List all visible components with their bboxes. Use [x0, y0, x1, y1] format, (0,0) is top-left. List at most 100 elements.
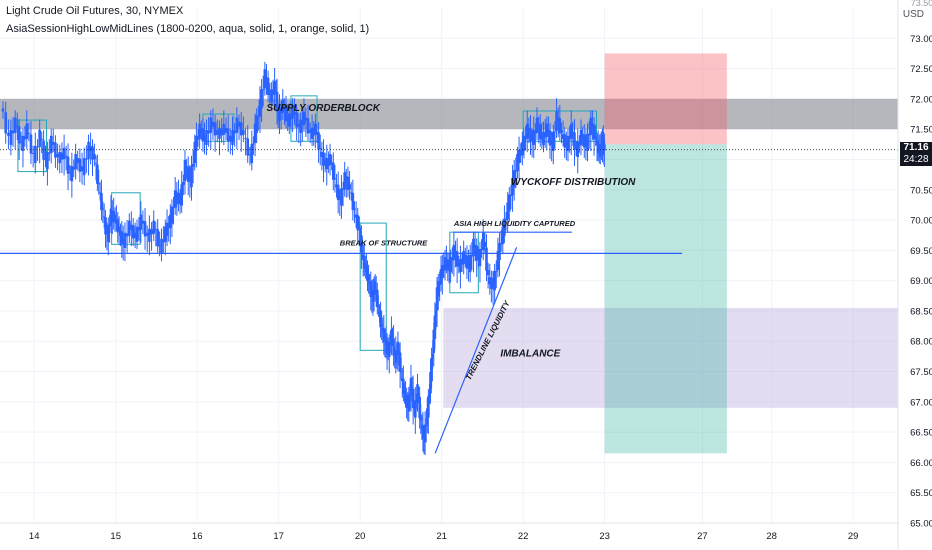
indicator-legend[interactable]: AsiaSessionHighLowMidLines (1800-0200, a…: [6, 23, 370, 35]
time-tick-label: 17: [273, 531, 284, 542]
candle-body: [48, 152, 51, 154]
price-axis[interactable]: 73.0072.5072.0071.5071.0070.5070.0069.50…: [897, 0, 932, 550]
candle-body: [281, 99, 285, 113]
candle-body: [459, 259, 462, 273]
candle-body: [23, 136, 27, 140]
candle-body: [1, 108, 5, 112]
candle-body: [255, 115, 258, 133]
candle-body: [338, 196, 342, 200]
candle-body: [441, 265, 444, 279]
candle-body: [96, 164, 99, 184]
candle-body: [320, 151, 324, 158]
candle-body: [98, 192, 102, 194]
candle-body: [431, 353, 435, 359]
candle-body: [275, 92, 279, 112]
candle-body: [498, 242, 501, 261]
candle-body: [115, 218, 118, 224]
candle-body: [38, 129, 41, 147]
candle-body: [558, 118, 562, 134]
candle-body: [446, 259, 450, 271]
candle-body: [108, 225, 111, 227]
drawn-lines: [0, 149, 898, 454]
candle-body: [397, 350, 401, 352]
candle-body: [553, 131, 557, 133]
candle-body: [582, 134, 586, 148]
candle-body: [130, 224, 133, 230]
candle-body: [383, 335, 387, 341]
candle-body: [565, 141, 568, 147]
candle-body: [246, 138, 250, 156]
candle-body: [409, 378, 413, 396]
time-tick-label: 28: [766, 531, 777, 542]
current-price-tag: 71.16: [900, 142, 932, 154]
candle-body: [478, 248, 482, 267]
candle-body: [485, 247, 488, 271]
time-axis[interactable]: 14 15 16 17 20 21 22 23 27 28 29: [0, 522, 898, 542]
candle-body: [72, 166, 76, 170]
candle-body: [445, 259, 448, 267]
candle-body: [379, 312, 382, 328]
candle-body: [579, 129, 583, 145]
candle-body: [220, 128, 223, 136]
zone-imbalance: [443, 307, 898, 408]
price-tick-label: 67.00: [910, 397, 932, 408]
candle-body: [154, 228, 158, 230]
candle-body: [589, 117, 593, 135]
candle-body: [167, 223, 170, 229]
candle-body: [414, 400, 417, 418]
candle-body: [29, 134, 33, 154]
candle-body: [78, 158, 82, 172]
candle-body: [556, 117, 560, 121]
candle-body: [261, 88, 265, 90]
candle-body: [211, 121, 215, 127]
candle-body: [9, 129, 13, 145]
candle-body: [424, 425, 428, 427]
candle-body: [574, 147, 578, 149]
candle-body: [91, 146, 94, 160]
candle-body: [360, 235, 363, 253]
zone-target: [604, 144, 727, 454]
candle-body: [27, 132, 31, 134]
candle-body: [137, 227, 141, 231]
candle-body: [438, 281, 441, 285]
symbol-title[interactable]: Light Crude Oil Futures, 30, NYMEX: [6, 5, 184, 17]
candle-body: [120, 231, 124, 245]
candle-body: [555, 111, 558, 131]
price-tick-label: 72.00: [910, 94, 932, 105]
candle-body: [257, 116, 260, 118]
candle-body: [273, 81, 276, 95]
candle-body: [343, 172, 346, 190]
candle-body: [224, 127, 228, 133]
price-tick-label-partial: 73.50: [911, 0, 932, 8]
candle-body: [185, 166, 188, 170]
candle-body: [160, 238, 163, 254]
candle-body: [121, 238, 125, 244]
candle-body: [80, 166, 84, 172]
price-tick-label: 65.50: [910, 488, 932, 499]
candle-body: [443, 257, 447, 271]
candle-body: [548, 130, 552, 146]
time-tick-label: 27: [697, 531, 708, 542]
candle-body: [162, 239, 165, 243]
candle-body: [418, 396, 421, 419]
candle-body: [416, 384, 419, 402]
candle-body: [304, 117, 308, 121]
candle-body: [550, 141, 553, 145]
candle-body: [391, 337, 394, 339]
candle-body: [419, 417, 423, 421]
candle-body: [410, 387, 414, 389]
candle-body: [525, 123, 529, 139]
candle-body: [463, 254, 467, 261]
candle-body: [346, 176, 350, 190]
candle-body: [260, 89, 263, 109]
candle-body: [60, 152, 64, 160]
candle-body: [182, 181, 185, 185]
candle-body: [178, 196, 182, 204]
candle-body: [591, 123, 594, 127]
candle-body: [396, 341, 400, 355]
candle-body: [522, 135, 526, 151]
candle-body: [327, 158, 330, 166]
candle-body: [375, 289, 379, 308]
candle-body: [170, 206, 174, 224]
